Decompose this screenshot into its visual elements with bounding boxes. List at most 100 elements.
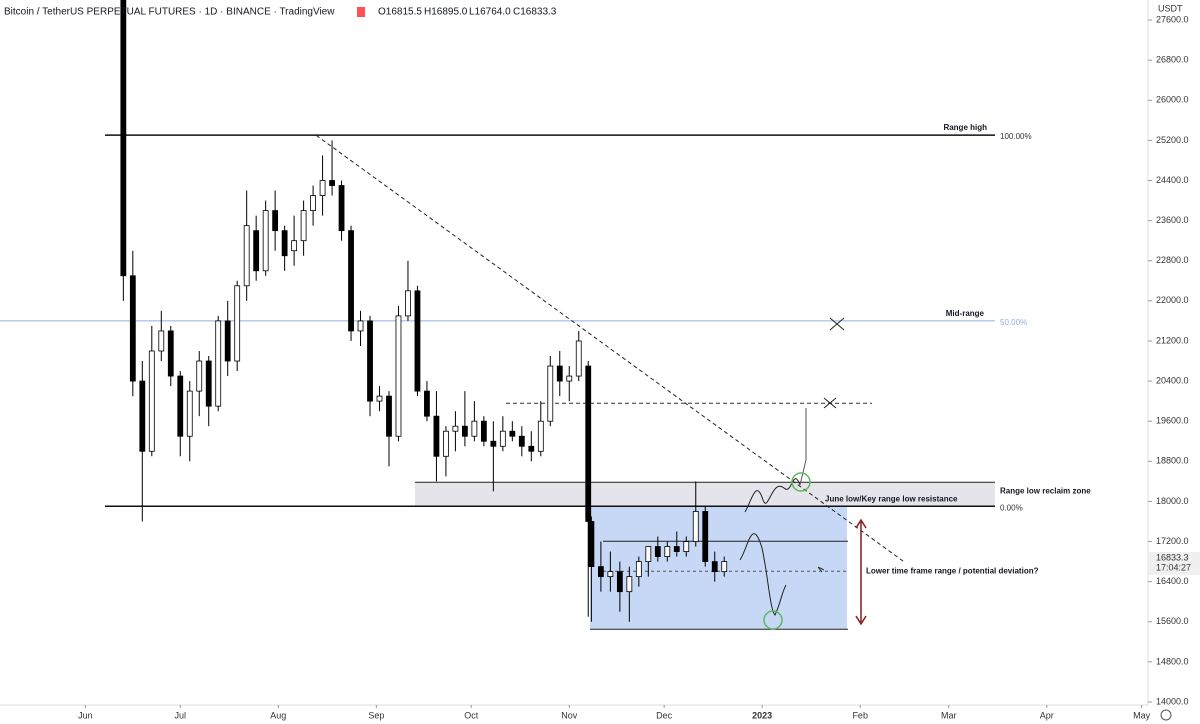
candle-body: [616, 571, 623, 593]
candle-body: [224, 320, 231, 362]
x-tick-label: Dec: [656, 710, 673, 720]
y-tick-label: 26000.0: [1156, 95, 1189, 105]
candle-body: [376, 395, 383, 402]
candle-body: [490, 440, 497, 447]
ohlc-low: L16764.0: [469, 7, 511, 18]
candle-body: [518, 435, 525, 447]
candle-body: [234, 285, 241, 362]
symbol-title: Bitcoin / TetherUS PERPETUAL FUTURES · 1…: [4, 7, 335, 18]
plot: [0, 0, 995, 630]
range-box: [590, 506, 847, 630]
y-tick-label: 14800.0: [1156, 656, 1189, 666]
candle-body: [635, 561, 642, 578]
candle-body: [196, 360, 203, 392]
candle-body: [607, 571, 614, 578]
candle-body: [547, 365, 554, 422]
y-tick-label: 18800.0: [1156, 456, 1189, 466]
candle-body: [509, 430, 516, 437]
y-tick-label: 22000.0: [1156, 295, 1189, 305]
y-tick-label: 17200.0: [1156, 536, 1189, 546]
candle-body: [367, 320, 373, 402]
level-pct: 0.00%: [1000, 503, 1023, 512]
candle-body: [585, 365, 592, 522]
candle-body: [300, 210, 307, 242]
candle-body: [357, 320, 364, 332]
cross-marker: [823, 317, 845, 409]
y-tick-label: 19600.0: [1156, 416, 1189, 426]
x-tick-label: Nov: [561, 710, 578, 720]
settings-icon[interactable]: [1160, 709, 1172, 721]
candle-body: [129, 275, 136, 382]
ohlc-open: O16815.5: [378, 7, 422, 18]
candle-body: [158, 330, 165, 352]
candle-body: [329, 180, 335, 186]
y-tick-label: 21200.0: [1156, 335, 1189, 345]
candle-body: [480, 420, 487, 442]
candle-body: [414, 290, 421, 392]
candle-body: [167, 330, 174, 377]
candle-body: [405, 290, 411, 317]
currency-selector[interactable]: USDT: [1158, 3, 1183, 13]
candle-body: [120, 0, 127, 277]
candle-body: [692, 511, 699, 542]
level-label: June low/Key range low resistance: [825, 494, 958, 503]
candle-body: [253, 230, 260, 272]
candle-body: [281, 230, 288, 257]
cursor-arrow: [817, 566, 825, 573]
x-tick-label: Apr: [1040, 710, 1054, 720]
circle-marker: [763, 610, 783, 630]
x-tick-label: 2023: [752, 710, 772, 720]
candle-body: [243, 225, 250, 287]
candle-body: [148, 350, 155, 452]
y-tick-label: 14000.0: [1156, 696, 1189, 706]
candle-body: [452, 425, 459, 432]
candle-body: [262, 210, 269, 272]
trendline: [315, 134, 905, 563]
candle-body: [664, 546, 671, 557]
candle-body: [348, 230, 354, 332]
candle-body: [177, 375, 184, 437]
candle-body: [139, 380, 146, 452]
projection-spike: [799, 408, 807, 486]
y-tick-label: 22800.0: [1156, 255, 1189, 265]
y-tick-label: 16400.0: [1156, 576, 1189, 586]
candle-body: [537, 420, 544, 452]
candle-body: [395, 315, 402, 437]
y-tick-label: 27600.0: [1156, 14, 1189, 24]
range-arrow: [855, 518, 867, 626]
candle-body: [461, 425, 468, 437]
candle-body: [566, 375, 573, 382]
candle-body: [310, 195, 316, 211]
candle-body: [721, 561, 728, 573]
ohlc-high: H16895.0: [424, 7, 468, 18]
candle-body: [654, 546, 661, 557]
candle-body: [471, 420, 478, 437]
candle-body: [683, 541, 690, 552]
last-price-tag: [1149, 551, 1200, 575]
reclaim-zone: [415, 482, 995, 507]
x-tick-label: Oct: [464, 710, 479, 720]
ohlc-close: C16833.3: [513, 7, 557, 18]
candle-body: [626, 576, 633, 593]
y-tick-label: 15600.0: [1156, 616, 1189, 626]
candle-body: [186, 390, 193, 437]
candle-body: [673, 546, 680, 552]
level-pct: 50.00%: [1000, 318, 1027, 327]
candle-body: [433, 415, 440, 457]
y-tick-label: 24400.0: [1156, 175, 1189, 185]
candle-body: [597, 566, 604, 578]
candle-body: [702, 511, 709, 562]
ltf-label: Lower time frame range / potential devia…: [866, 566, 1039, 575]
x-tick-label: Aug: [270, 710, 286, 720]
candle-body: [588, 521, 595, 568]
circle-marker: [791, 472, 811, 492]
y-tick-label: 20400.0: [1156, 375, 1189, 385]
candle-body: [291, 240, 298, 252]
x-tick-label: Jun: [78, 710, 93, 720]
candle-body: [645, 546, 652, 562]
candle-body: [499, 430, 506, 447]
y-tick-label: 26800.0: [1156, 55, 1189, 65]
last-price: 16833.3: [1156, 552, 1189, 562]
candle-body: [272, 210, 279, 232]
candle-body: [338, 185, 345, 232]
